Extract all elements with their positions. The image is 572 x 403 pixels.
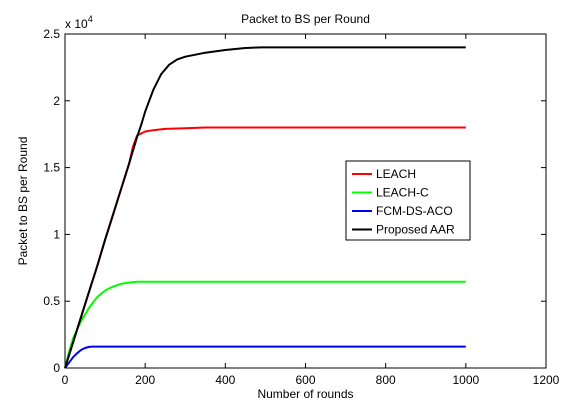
x-axis-title: Number of rounds <box>257 387 353 401</box>
x-axis: 0 200 400 600 800 1000 1200 <box>62 34 560 387</box>
y-tick-label: 0.5 <box>43 294 60 308</box>
series-line-3 <box>64 46 466 369</box>
y-axis: 0 0.5 1 1.5 2 2.5 <box>43 27 546 375</box>
y-scale-label-exponent: 4 <box>88 14 93 24</box>
x-tick-label: 800 <box>376 373 396 387</box>
legend: LEACH LEACH-C FCM-DS-ACO Proposed AAR <box>345 160 471 241</box>
chart-title: Packet to BS per Round <box>241 12 370 26</box>
x-tick-label: 1200 <box>533 373 560 387</box>
y-scale-label: x 104 <box>65 14 93 31</box>
legend-label-2: FCM-DS-ACO <box>376 204 453 218</box>
series-layer <box>64 46 466 369</box>
series-line-2 <box>64 345 466 369</box>
y-scale-label-base: x 10 <box>65 17 88 31</box>
y-tick-label: 1 <box>53 227 60 241</box>
x-tick-label: 0 <box>62 373 69 387</box>
x-tick-label: 1000 <box>452 373 479 387</box>
legend-label-3: Proposed AAR <box>376 223 455 237</box>
x-tick-label: 200 <box>135 373 155 387</box>
y-tick-label: 1.5 <box>43 161 60 175</box>
x-tick-label: 400 <box>215 373 235 387</box>
legend-label-0: LEACH <box>376 167 416 181</box>
x-tick-label: 600 <box>295 373 315 387</box>
legend-label-1: LEACH-C <box>376 186 429 200</box>
y-tick-label: 2 <box>53 94 60 108</box>
y-axis-title: Packet to BS per Round <box>16 137 30 266</box>
y-tick-label: 0 <box>53 361 60 375</box>
plot-area <box>64 33 547 369</box>
y-tick-label: 2.5 <box>43 27 60 41</box>
